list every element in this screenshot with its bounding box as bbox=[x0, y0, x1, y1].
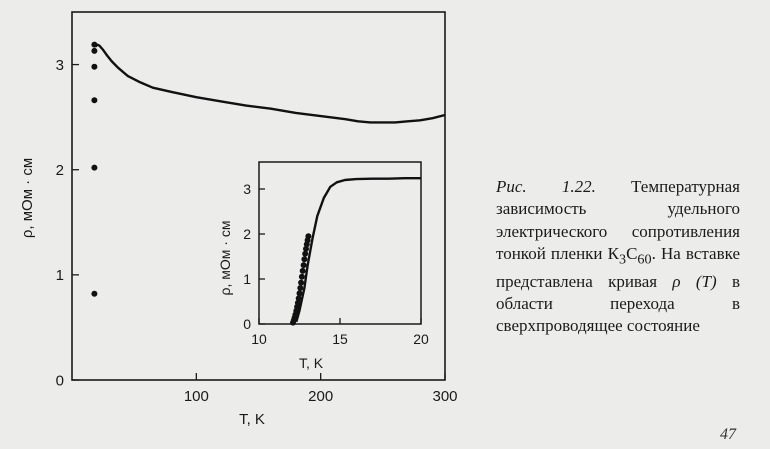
page-number: 47 bbox=[720, 426, 736, 443]
caption-text-4: в области перехода в сверхпроводящее сос… bbox=[496, 271, 741, 336]
main-y-tick-label: 1 bbox=[56, 267, 64, 284]
caption-text-1: Температурная зависимость удельного элек… bbox=[496, 177, 740, 263]
inset-x-tick-label: 20 bbox=[413, 331, 429, 347]
main-x-tick-label: 200 bbox=[308, 388, 333, 405]
main-resistivity-curve bbox=[94, 43, 446, 124]
inset-x-axis-label: T, K bbox=[299, 355, 324, 371]
main-data-point bbox=[91, 47, 98, 54]
main-x-tick-label: 100 bbox=[184, 388, 209, 405]
inset-resistivity-curve bbox=[295, 177, 421, 323]
main-y-tick-label: 0 bbox=[56, 372, 64, 389]
main-x-tick-label: 300 bbox=[432, 388, 457, 405]
inset-y-tick-label: 1 bbox=[243, 271, 251, 287]
inset-x-tick-label: 15 bbox=[332, 331, 348, 347]
caption-curve-symbol: ρ (T) bbox=[672, 271, 717, 291]
inset-data-point bbox=[297, 285, 304, 291]
inset-y-tick-label: 3 bbox=[243, 181, 251, 197]
caption-subscript-2: 60 bbox=[637, 251, 652, 268]
inset-background bbox=[259, 162, 421, 324]
inset-data-point bbox=[300, 262, 307, 269]
inset-data-point bbox=[298, 279, 305, 286]
main-data-point bbox=[91, 41, 98, 48]
inset-data-point bbox=[299, 267, 306, 274]
inset-data-point bbox=[302, 250, 309, 257]
inset-data-point bbox=[301, 256, 308, 263]
figure-caption: Рис. 1.22. Температурная зависимость уде… bbox=[496, 176, 740, 337]
inset-y-axis-label: ρ, мОм · см bbox=[217, 221, 233, 296]
figure-label: Рис. 1.22. bbox=[496, 177, 596, 196]
main-data-point bbox=[91, 290, 98, 297]
main-plot-frame bbox=[71, 11, 446, 381]
inset-data-point bbox=[295, 295, 302, 302]
main-x-axis-label: T, K bbox=[239, 411, 265, 428]
caption-subscript-1: 3 bbox=[619, 251, 627, 268]
inset-data-point bbox=[305, 233, 312, 240]
inset-data-point bbox=[294, 299, 301, 306]
inset-x-tick-label: 10 bbox=[251, 331, 267, 347]
main-y-tick-label: 3 bbox=[56, 57, 64, 74]
main-y-tick-label: 2 bbox=[56, 162, 64, 179]
inset-data-point bbox=[298, 273, 305, 280]
main-data-point bbox=[91, 63, 98, 70]
inset-data-point bbox=[296, 290, 303, 297]
main-data-point bbox=[91, 164, 98, 171]
main-data-point bbox=[91, 97, 98, 104]
caption-text-2: С bbox=[626, 243, 638, 263]
inset-y-tick-label: 0 bbox=[243, 316, 251, 332]
caption-text-3: . На вставке представлена кривая bbox=[496, 243, 740, 291]
inset-y-tick-label: 2 bbox=[243, 226, 251, 242]
inset-data-point bbox=[303, 245, 309, 252]
main-y-axis-label: ρ, мОм · см bbox=[19, 158, 36, 238]
